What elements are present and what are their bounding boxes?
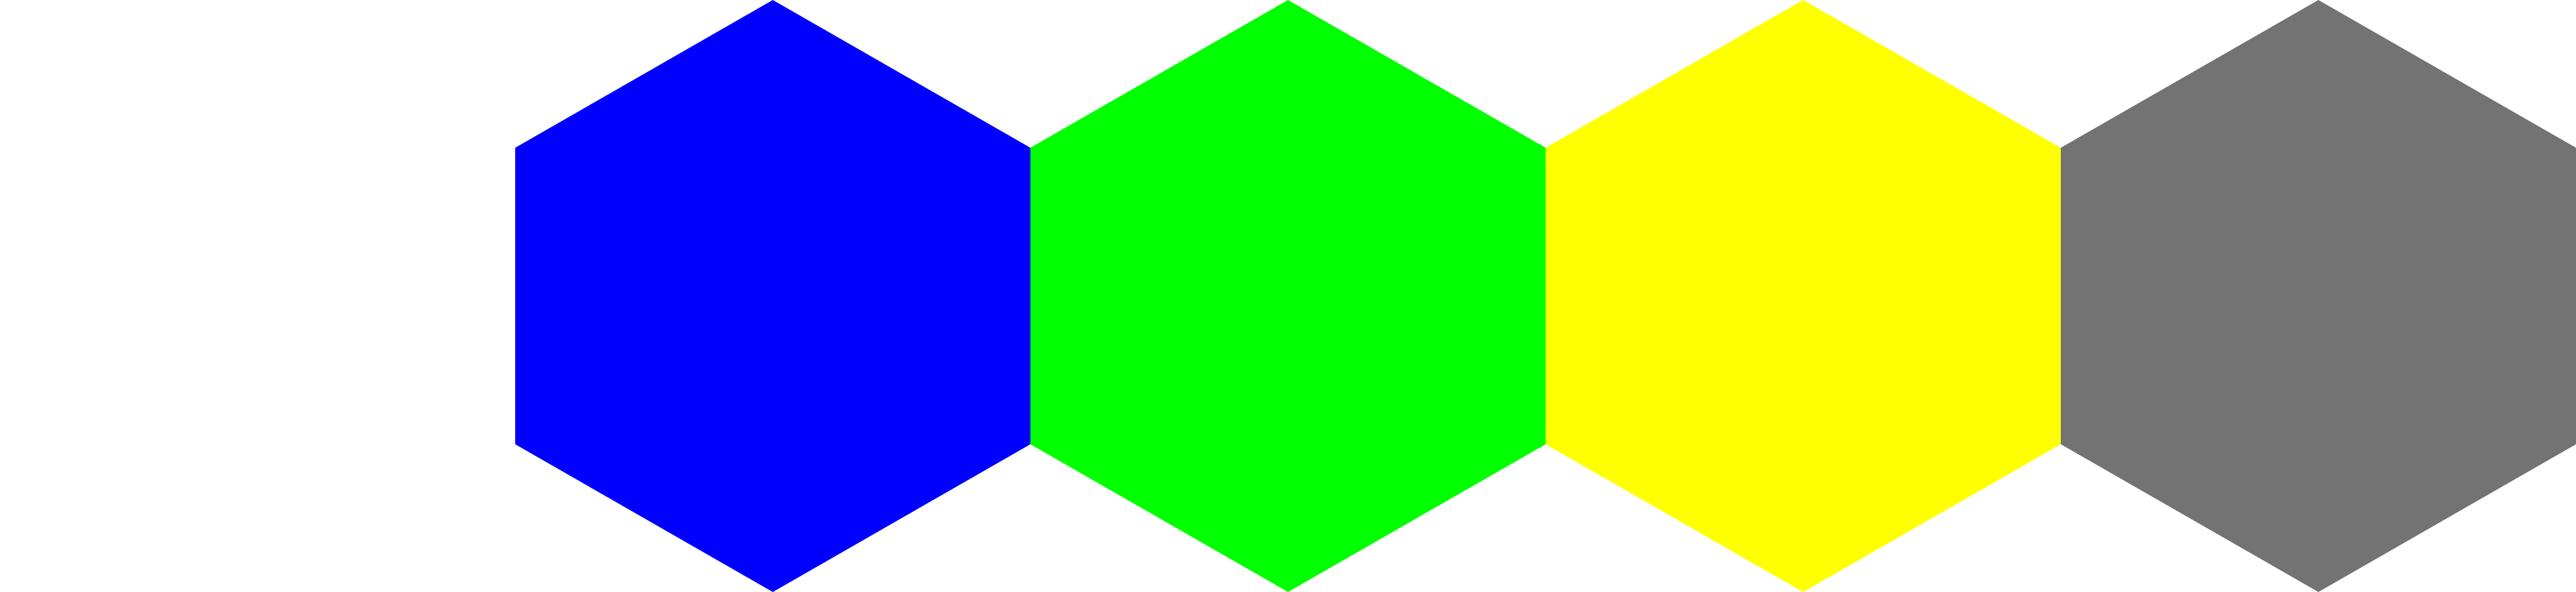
- hexagon-tile: [515, 0, 1030, 592]
- hexagon-tile: [1546, 0, 2061, 592]
- hexagon-tile: [1030, 0, 1546, 592]
- hexagon-tile: [2061, 0, 2576, 592]
- hexagon-tiles: [515, 0, 2576, 592]
